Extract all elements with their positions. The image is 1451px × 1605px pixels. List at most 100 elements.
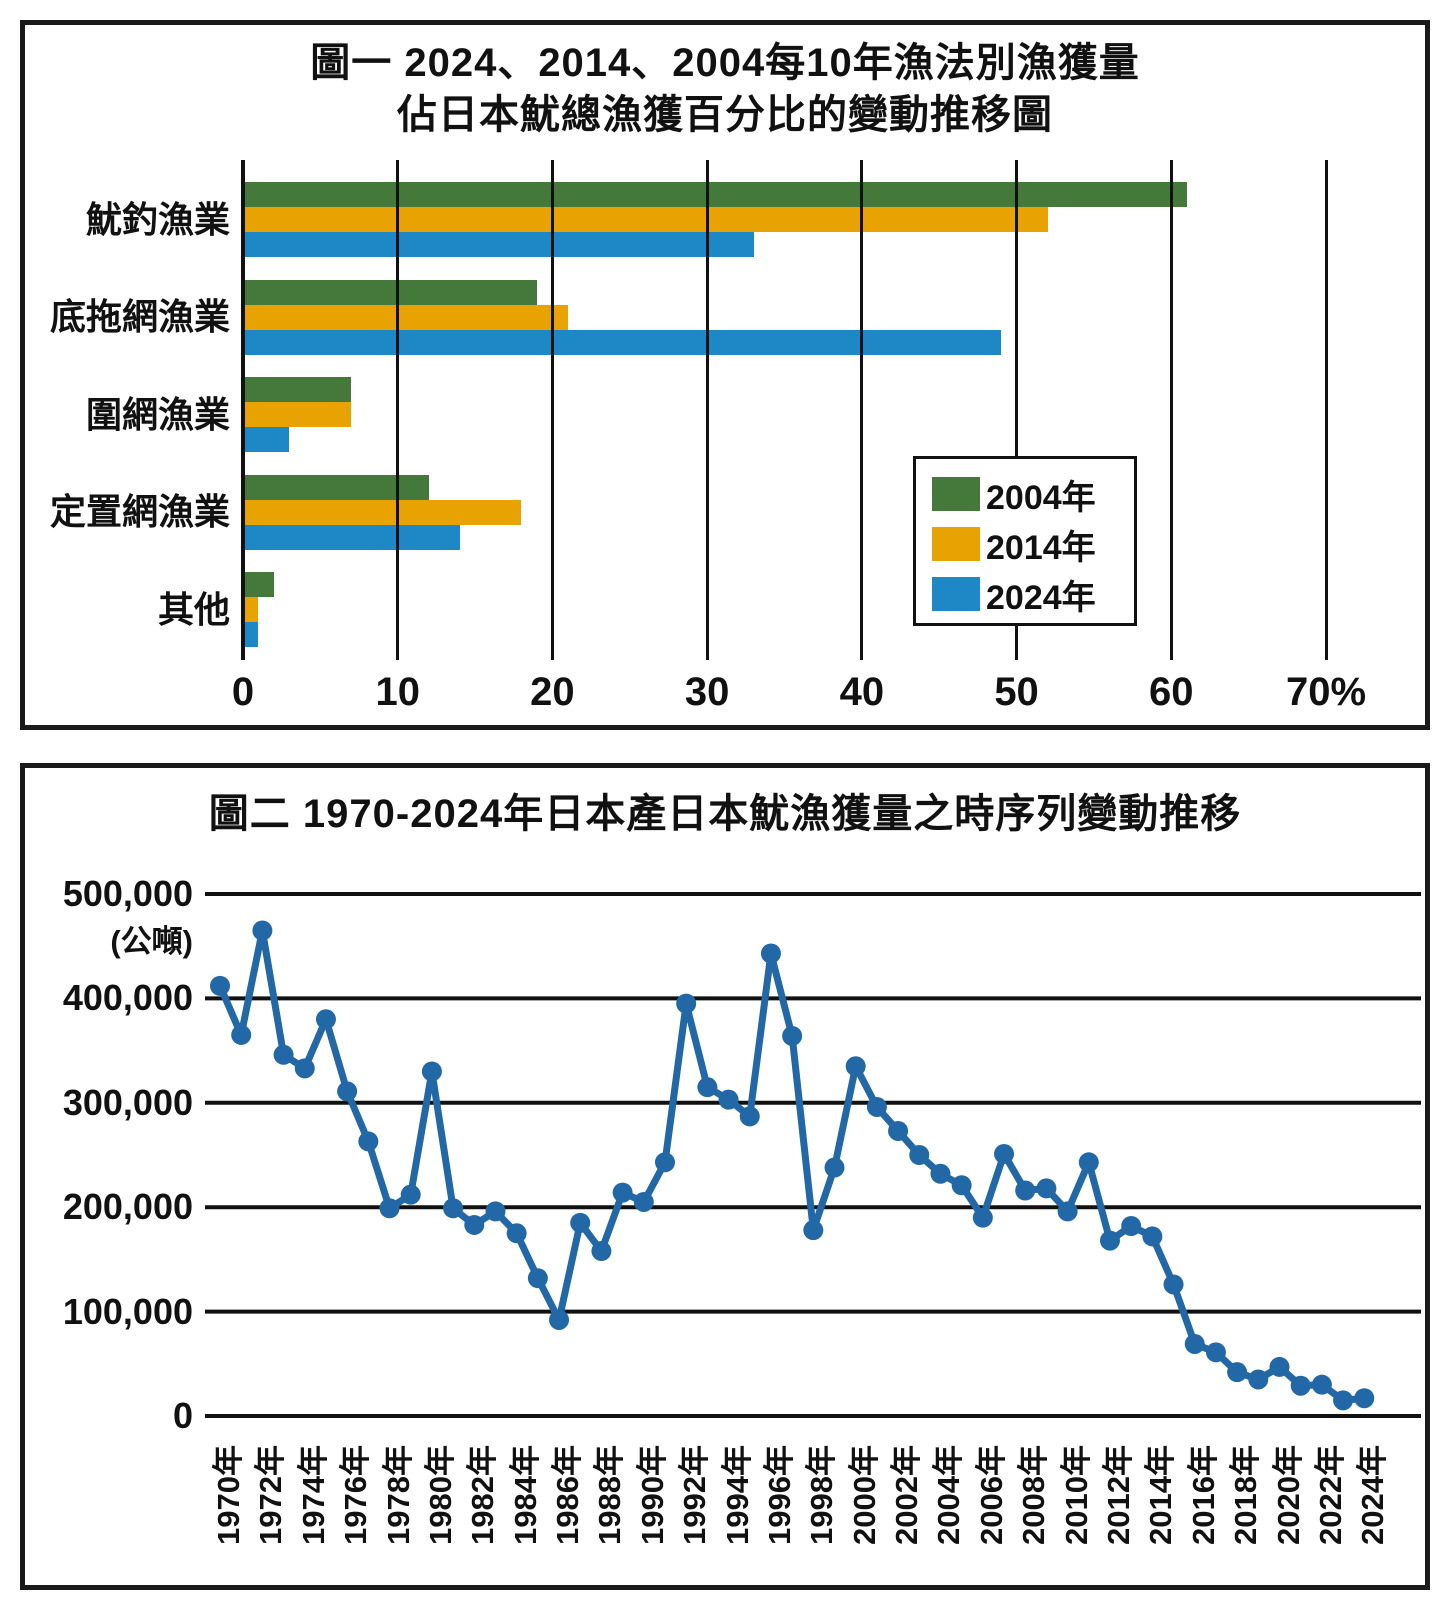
data-point-2004 bbox=[930, 1163, 951, 1184]
data-point-1985 bbox=[527, 1268, 548, 1289]
figure1-title: 圖一 2024、2014、2004每10年漁法別漁獲量 佔日本魷總漁獲百分比的變… bbox=[25, 37, 1425, 141]
data-point-2010 bbox=[1057, 1201, 1078, 1222]
category-label-3: 定置網漁業 bbox=[49, 491, 230, 532]
figure2-line-chart bbox=[205, 892, 1421, 1418]
bar-2004年-c0 bbox=[243, 182, 1187, 207]
legend-label-2014年: 2014年 bbox=[986, 528, 1096, 567]
legend-swatch-2024年 bbox=[932, 577, 980, 611]
x-tick-2016年: 2016年 bbox=[1185, 1445, 1221, 1545]
figure1-legend: 2004年 2014年 2024年 bbox=[913, 456, 1137, 626]
data-point-1990 bbox=[633, 1191, 654, 1212]
bar-2004年-c2 bbox=[243, 377, 352, 402]
data-point-2000 bbox=[845, 1056, 866, 1077]
y-tick-0: 0 bbox=[172, 1395, 193, 1436]
figure2-title: 圖二 1970-2024年日本產日本魷漁獲量之時序列變動推移 bbox=[208, 792, 1242, 836]
figure2-unit-label: (公噸) bbox=[110, 924, 193, 959]
x-tick-20: 20 bbox=[530, 670, 575, 714]
y-tick-500000: 500,000 bbox=[62, 873, 193, 914]
figure2-panel: 圖二 1970-2024年日本產日本魷漁獲量之時序列變動推移 (公噸) 500,… bbox=[20, 763, 1430, 1590]
x-tick-1972年: 1972年 bbox=[253, 1445, 289, 1545]
gridline-x-60 bbox=[1169, 160, 1173, 660]
data-point-1999 bbox=[824, 1157, 845, 1178]
data-point-1975 bbox=[315, 1009, 336, 1030]
data-point-2022 bbox=[1311, 1374, 1332, 1395]
x-tick-2006年: 2006年 bbox=[973, 1445, 1009, 1545]
data-point-1980 bbox=[421, 1061, 442, 1082]
data-point-2002 bbox=[888, 1120, 909, 1141]
data-point-2005 bbox=[951, 1175, 972, 1196]
x-tick-2022年: 2022年 bbox=[1312, 1445, 1348, 1545]
data-point-2024 bbox=[1354, 1388, 1375, 1409]
data-point-2015 bbox=[1163, 1274, 1184, 1295]
legend-item-2014年: 2014年 bbox=[932, 519, 1134, 569]
bar-2024年-c0 bbox=[243, 232, 754, 257]
category-label-2: 圍網漁業 bbox=[85, 393, 230, 435]
data-point-1986 bbox=[549, 1309, 570, 1330]
x-tick-10: 10 bbox=[375, 670, 420, 714]
x-tick-2004年: 2004年 bbox=[931, 1445, 967, 1545]
data-point-1970 bbox=[210, 975, 230, 996]
x-tick-1992年: 1992年 bbox=[677, 1445, 713, 1545]
x-tick-1994年: 1994年 bbox=[719, 1445, 755, 1545]
y-tick-100000: 100,000 bbox=[62, 1290, 193, 1332]
figure1-plot-area bbox=[241, 160, 1328, 660]
figure1-title-line2: 佔日本魷總漁獲百分比的變動推移圖 bbox=[397, 93, 1053, 137]
data-point-2008 bbox=[1015, 1180, 1036, 1201]
data-point-2007 bbox=[994, 1143, 1015, 1164]
x-tick-1986年: 1986年 bbox=[550, 1445, 586, 1545]
data-point-2019 bbox=[1248, 1369, 1269, 1390]
y-tick-400000: 400,000 bbox=[62, 977, 193, 1019]
data-point-2014 bbox=[1142, 1226, 1163, 1247]
figure1-title-line1: 圖一 2024、2014、2004每10年漁法別漁獲量 bbox=[310, 41, 1140, 85]
data-point-1984 bbox=[506, 1223, 527, 1244]
data-point-1992 bbox=[676, 993, 697, 1014]
x-tick-1982年: 1982年 bbox=[465, 1445, 501, 1545]
x-tick-1976年: 1976年 bbox=[338, 1445, 374, 1545]
data-point-2006 bbox=[972, 1207, 993, 1228]
data-point-1996 bbox=[760, 943, 781, 964]
y-tick-200000: 200,000 bbox=[62, 1186, 193, 1228]
data-point-1997 bbox=[782, 1025, 803, 1046]
category-label-1: 底拖網漁業 bbox=[49, 296, 230, 337]
x-tick-1990年: 1990年 bbox=[634, 1445, 670, 1545]
data-point-2011 bbox=[1078, 1152, 1099, 1173]
x-tick-1996年: 1996年 bbox=[761, 1445, 797, 1545]
data-point-1978 bbox=[379, 1198, 400, 1219]
x-tick-0: 0 bbox=[231, 670, 255, 714]
x-tick-2018年: 2018年 bbox=[1228, 1445, 1264, 1545]
bar-2014年-c2 bbox=[243, 402, 352, 427]
x-tick-2002年: 2002年 bbox=[889, 1445, 925, 1545]
bar-2014年-c1 bbox=[243, 304, 568, 330]
x-tick-2012年: 2012年 bbox=[1100, 1445, 1136, 1545]
x-tick-1974年: 1974年 bbox=[295, 1445, 331, 1545]
data-point-2023 bbox=[1333, 1390, 1354, 1411]
bar-2004年-c4 bbox=[243, 572, 274, 597]
legend-swatch-2004年 bbox=[932, 477, 980, 511]
bar-2024年-c1 bbox=[243, 329, 1002, 355]
x-tick-1984年: 1984年 bbox=[507, 1445, 543, 1545]
bar-2024年-c2 bbox=[243, 427, 290, 452]
gridline-x-50 bbox=[1015, 160, 1019, 660]
data-point-1991 bbox=[654, 1152, 675, 1173]
legend-swatch-2014年 bbox=[932, 527, 980, 561]
data-point-2021 bbox=[1290, 1375, 1311, 1396]
x-tick-40: 40 bbox=[839, 670, 885, 714]
gridline-x-30 bbox=[705, 160, 709, 660]
x-tick-50: 50 bbox=[994, 670, 1039, 714]
data-point-1994 bbox=[718, 1089, 739, 1110]
figure1-panel: 圖一 2024、2014、2004每10年漁法別漁獲量 佔日本魷總漁獲百分比的變… bbox=[20, 20, 1430, 730]
data-point-2016 bbox=[1184, 1333, 1205, 1354]
gridline-x-0 bbox=[241, 160, 245, 660]
data-point-1976 bbox=[337, 1081, 358, 1102]
x-tick-2014年: 2014年 bbox=[1143, 1445, 1179, 1545]
x-tick-30: 30 bbox=[684, 670, 730, 714]
data-point-1981 bbox=[443, 1198, 464, 1219]
x-tick-2000年: 2000年 bbox=[846, 1445, 882, 1545]
data-point-1974 bbox=[294, 1058, 315, 1079]
gridline-x-20 bbox=[550, 160, 554, 660]
data-point-2020 bbox=[1269, 1356, 1290, 1377]
legend-item-2004年: 2004年 bbox=[932, 469, 1134, 519]
data-point-2003 bbox=[909, 1145, 930, 1165]
data-point-2018 bbox=[1227, 1362, 1248, 1383]
x-tick-1980年: 1980年 bbox=[422, 1445, 458, 1545]
